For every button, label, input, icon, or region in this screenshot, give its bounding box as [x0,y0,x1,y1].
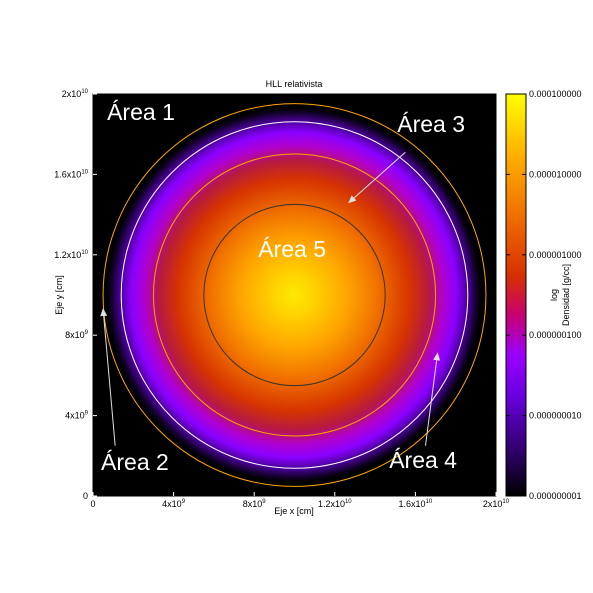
x-tick-label: 1.2x1010 [318,499,352,509]
chart-title: HLL relativista [266,79,323,89]
colorbar-ticks: 0.000100000 0.000010000 0.000001000 0.00000… [506,89,582,501]
colorbar-tick-label: 0.000010000 [529,169,582,179]
colorbar-tick-label: 0.000001000 [529,250,582,260]
annotation-arrow [348,151,406,204]
y-tick-label: 4x109 [65,411,89,421]
y-tick-label: 8x109 [65,330,89,340]
x-axis-label: Eje x [cm] [274,506,314,516]
x-tick-label: 2x1010 [483,499,510,509]
y-axis-ticks: 0 4x109 8x109 1.2x1010 1.6x1010 2x1010 [54,89,97,501]
colorbar [506,94,526,496]
boundary-circle-3 [152,153,437,437]
region-label-3: Área 3 [397,111,465,137]
y-axis-label: Eje y [cm] [54,275,64,315]
annotation-arrows [100,151,441,446]
annotation-arrow [100,308,116,446]
density-disk [107,108,482,482]
boundary-circle-4 [203,203,386,387]
y-tick-label: 1.6x1010 [54,169,88,179]
y-tick-label: 1.2x1010 [54,250,88,260]
colorbar-tick-label: 0.000100000 [529,89,582,99]
region-boundaries [102,103,487,487]
region-label-5: Área 5 [258,236,326,262]
boundary-circle-1 [102,103,487,487]
region-label-1: Área 1 [107,99,175,125]
y-tick-label: 2x1010 [62,89,89,99]
plot-frame [92,93,497,497]
x-tick-label: 0 [90,499,95,509]
colorbar-label-line1: log [549,289,559,301]
region-label-4: Área 4 [389,447,457,473]
x-tick-label: 1.6x1010 [399,499,433,509]
x-tick-label: 8x109 [243,499,267,509]
colorbar-label: log Densidad [g/cc] [549,264,571,326]
x-axis-ticks: 0 4x109 8x109 1.2x1010 1.6x1010 2x1010 [90,492,510,509]
colorbar-label-line2: Densidad [g/cc] [561,264,571,326]
y-tick-label: 0 [83,491,88,501]
region-label-2: Área 2 [101,449,169,475]
annotation-arrow [424,352,441,446]
boundary-circle-2 [120,121,469,469]
colorbar-frame [505,93,527,497]
colorbar-tick-label: 0.000000010 [529,411,582,421]
colorbar-tick-label: 0.000000100 [529,330,582,340]
x-tick-label: 4x109 [162,499,186,509]
region-labels: Área 1 Área 2 Área 3 Área 4 Área 5 [101,99,465,475]
colorbar-tick-label: 0.000000001 [529,491,582,501]
